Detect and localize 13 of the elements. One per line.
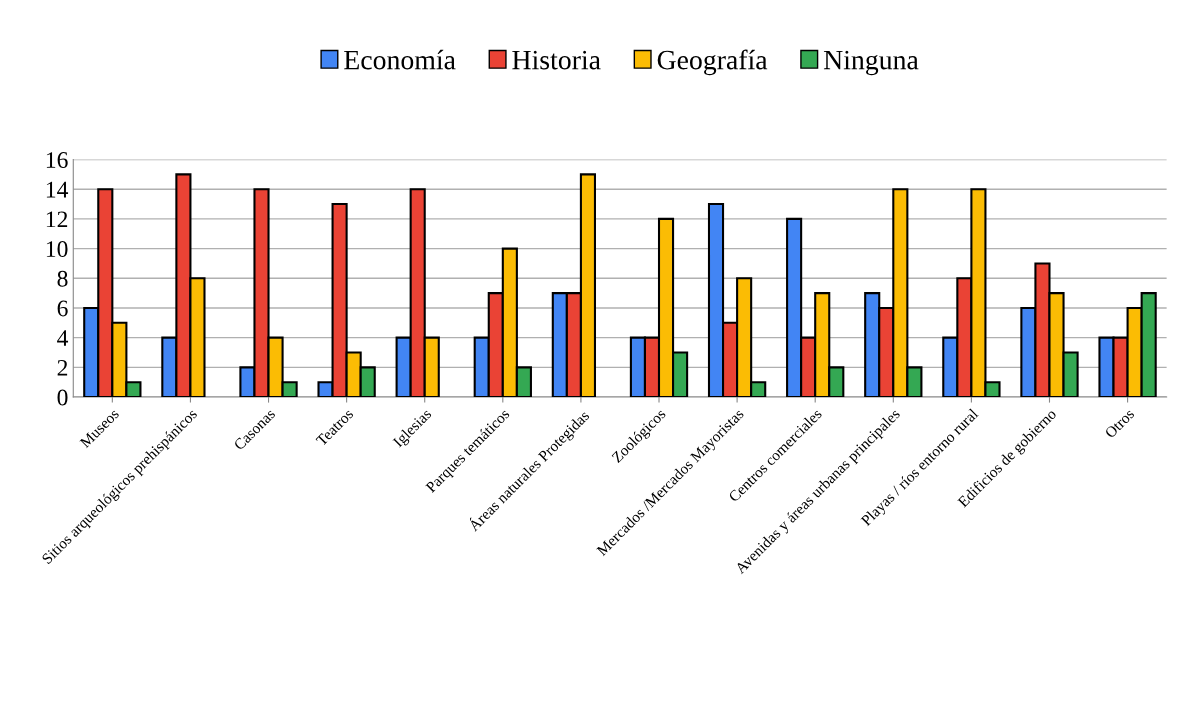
y-tick-label: 8	[57, 270, 68, 287]
y-tick-label: 12	[46, 211, 68, 228]
y-tick-label: 16	[46, 152, 68, 168]
legend-label: Geografía	[657, 49, 768, 76]
y-tick-label: 6	[57, 300, 68, 317]
y-tick-label: 0	[57, 389, 68, 406]
legend-label: Ninguna	[823, 50, 919, 76]
y-tick-label: 10	[46, 241, 68, 258]
y-tick-label: 4	[57, 330, 69, 346]
legend-label: Economía	[344, 49, 456, 70]
legend-label: Historia	[512, 50, 601, 70]
y-tick-label: 14	[46, 181, 69, 198]
y-tick-label: 2	[57, 359, 68, 376]
